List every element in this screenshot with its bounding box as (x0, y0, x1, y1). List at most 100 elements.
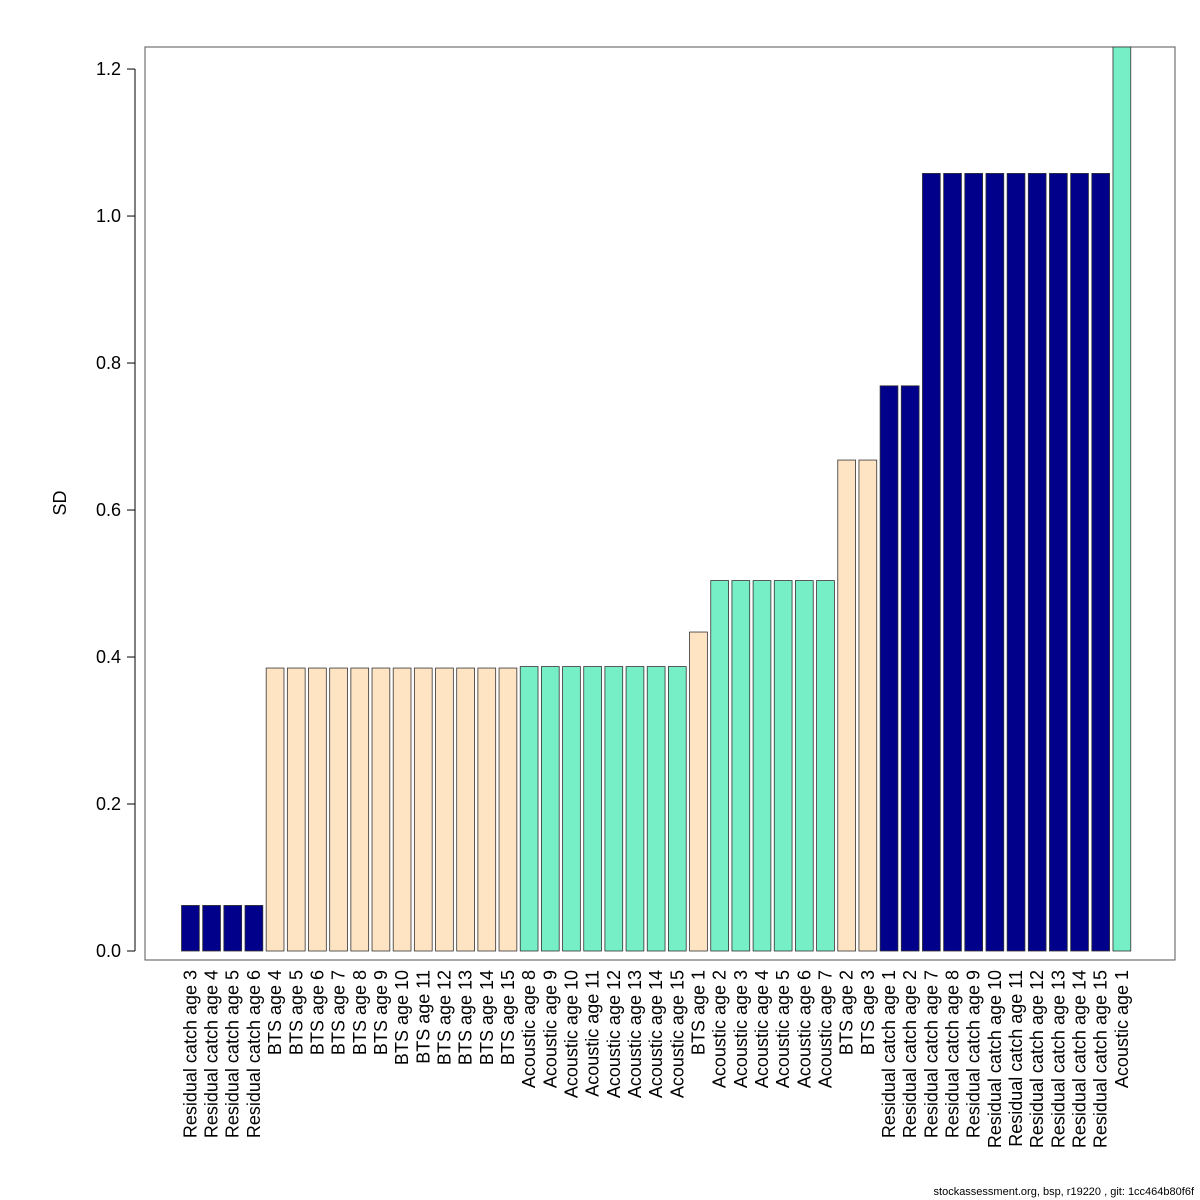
x-tick-label: Residual catch age 11 (1006, 970, 1026, 1147)
bar (710, 580, 729, 952)
x-tick-label: Acoustic age 13 (625, 970, 645, 1098)
x-tick-label: Residual catch age 4 (202, 970, 222, 1138)
y-tick-label: 0.2 (96, 794, 121, 814)
y-axis-label: SD (50, 490, 70, 515)
bar (1049, 173, 1068, 952)
x-tick-label: Acoustic age 2 (710, 970, 730, 1088)
x-tick-label: BTS age 15 (498, 970, 518, 1065)
bar (286, 667, 306, 952)
footer-credit: stockassessment.org, bsp, r19220 , git: … (933, 1186, 1194, 1198)
bar (477, 667, 497, 952)
bar (922, 173, 941, 952)
x-tick-label: BTS age 2 (837, 970, 857, 1055)
bar (752, 580, 772, 952)
x-tick-label: BTS age 13 (456, 970, 476, 1065)
x-tick-label: BTS age 12 (434, 970, 454, 1065)
bar (625, 666, 645, 952)
x-tick-label: Acoustic age 3 (731, 970, 751, 1088)
x-tick-label: BTS age 3 (858, 970, 878, 1055)
bar (583, 666, 602, 952)
bar (646, 666, 666, 952)
bar (244, 905, 264, 952)
x-tick-label: Acoustic age 6 (794, 970, 814, 1088)
bar (668, 666, 687, 952)
x-tick-label: Acoustic age 10 (561, 970, 581, 1098)
bar (202, 905, 221, 952)
bar (562, 666, 581, 952)
bar (223, 905, 243, 952)
x-tick-label: Residual catch age 15 (1091, 970, 1111, 1148)
x-tick-labels: Residual catch age 3 Residual catch age 4… (180, 970, 1131, 1148)
bar (964, 173, 983, 952)
x-tick-label: BTS age 10 (392, 970, 412, 1065)
x-tick-label: Acoustic age 11 (583, 970, 603, 1097)
x-tick-label: Acoustic age 1 (1112, 970, 1132, 1088)
bar (1070, 173, 1089, 952)
bar (795, 580, 814, 952)
bar (773, 580, 793, 952)
bar (371, 667, 391, 952)
bar (689, 631, 708, 952)
x-tick-label: Residual catch age 3 (180, 970, 200, 1138)
bar (837, 459, 856, 952)
bar (731, 580, 751, 952)
x-tick-label: Acoustic age 14 (646, 970, 666, 1098)
y-tick-label: 0.8 (96, 353, 121, 373)
x-tick-label: Acoustic age 12 (604, 970, 624, 1098)
plot-frame (144, 46, 1176, 961)
bar (392, 667, 412, 952)
x-tick-label: Residual catch age 9 (964, 970, 984, 1138)
bar (943, 173, 962, 952)
bar (413, 667, 433, 952)
y-tick-label: 1.2 (96, 59, 121, 79)
bar (1091, 173, 1111, 952)
x-tick-label: Acoustic age 5 (773, 970, 793, 1088)
bar (1027, 173, 1047, 952)
y-axis: 0.0 0.2 0.4 0.6 0.8 1.0 1.2 (96, 59, 136, 961)
bar (1112, 46, 1132, 952)
bar (456, 667, 475, 952)
x-tick-label: Residual catch age 12 (1027, 970, 1047, 1148)
x-tick-label: Residual catch age 1 (879, 970, 899, 1138)
x-tick-label: Residual catch age 8 (943, 970, 963, 1138)
x-tick-label: BTS age 4 (265, 970, 285, 1055)
y-tick-label: 0.4 (96, 647, 121, 667)
bar (900, 385, 920, 952)
bar (329, 667, 348, 952)
x-tick-label: Acoustic age 8 (519, 970, 539, 1088)
x-tick-label: BTS age 14 (477, 970, 497, 1065)
bar (498, 667, 518, 952)
y-tick-label: 1.0 (96, 206, 121, 226)
x-tick-label: Acoustic age 15 (667, 970, 687, 1098)
x-tick-label: Residual catch age 6 (244, 970, 264, 1138)
bar (181, 905, 200, 952)
y-tick-label: 0.0 (96, 941, 121, 961)
bar (435, 667, 454, 952)
x-tick-label: Residual catch age 13 (1048, 970, 1068, 1148)
y-tick-label: 0.6 (96, 500, 121, 520)
bar (540, 666, 560, 952)
x-tick-label: Acoustic age 7 (816, 970, 836, 1088)
bar (265, 667, 285, 952)
bar (1006, 173, 1026, 952)
bar (858, 459, 878, 952)
bar (308, 667, 327, 952)
x-tick-label: BTS age 5 (286, 970, 306, 1055)
bar (816, 580, 835, 952)
x-tick-label: Residual catch age 7 (921, 970, 941, 1138)
x-tick-label: Residual catch age 10 (985, 970, 1005, 1148)
x-tick-label: Residual catch age 14 (1070, 970, 1090, 1148)
x-tick-label: BTS age 9 (371, 970, 391, 1055)
bar (985, 173, 1005, 952)
x-tick-label: Acoustic age 9 (540, 970, 560, 1088)
x-tick-label: BTS age 1 (688, 970, 708, 1055)
x-tick-label: Residual catch age 2 (900, 970, 920, 1138)
x-tick-label: Acoustic age 4 (752, 970, 772, 1088)
bar (519, 666, 539, 952)
x-tick-label: BTS age 6 (307, 970, 327, 1055)
bar (879, 385, 899, 952)
x-tick-label: BTS age 8 (350, 970, 370, 1055)
bar (604, 666, 624, 952)
x-tick-label: BTS age 11 (413, 970, 433, 1064)
